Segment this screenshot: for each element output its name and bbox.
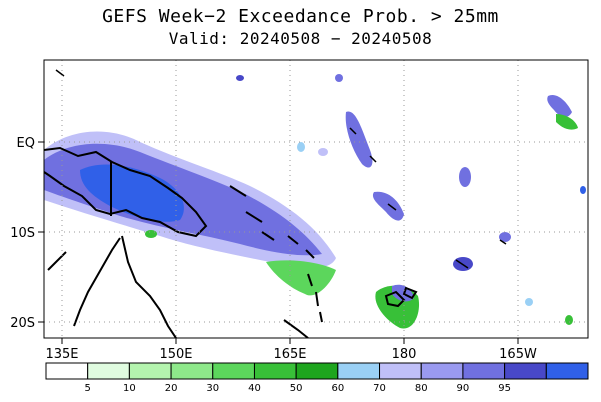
colorbar-label: 40 [248,383,261,394]
coastlines [44,69,507,338]
colorbar-label: 70 [373,383,386,394]
coastline-vanuatu [307,273,323,323]
lon-label-180: 180 [392,347,417,362]
prob-spot-1 [459,167,471,187]
lon-label-150e: 150E [159,347,192,362]
prob-region-ne [547,94,572,118]
lon-label-135e: 135E [45,347,78,362]
colorbar-label: 80 [415,383,428,394]
colorbar-swatch [87,362,130,380]
colorbar-label: 30 [206,383,219,394]
lon-label-165w: 165W [499,347,537,362]
lon-label-165e: 165E [273,347,306,362]
prob-spot-5 [318,148,328,156]
colorbar-swatch [545,362,589,380]
coastline-solomons [229,185,315,259]
prob-spot-9 [525,298,533,306]
colorbar-swatch [45,362,89,380]
colorbar-swatch [504,362,547,380]
map-title: GEFS Week−2 Exceedance Prob. > 25mm [102,6,499,27]
grid-lines [44,60,588,338]
coastline-new-guinea [44,146,208,238]
colorbar-label: 50 [290,383,303,394]
colorbar-label: 90 [457,383,470,394]
map-subtitle: Valid: 20240508 − 20240508 [168,29,433,48]
colorbar-swatch [128,362,172,380]
colorbar-swatch [295,362,339,380]
colorbar-swatch [337,362,381,380]
coastline-australia [47,235,177,338]
colorbar-label: 10 [123,383,136,394]
coastline-fiji [384,286,418,308]
colorbar-label: 60 [331,383,344,394]
colorbar-swatch [420,362,464,380]
lat-label-20s: 20S [10,316,35,331]
colorbar: 5 10 20 30 40 50 60 70 80 90 95 [45,362,589,394]
prob-spot-11 [145,230,157,238]
prob-region-east2 [372,191,404,221]
lat-label-10s: 10S [10,226,35,241]
prob-spot-7 [236,75,244,81]
colorbar-swatch [379,362,422,380]
prob-spot-10 [565,315,573,325]
prob-spot-4 [297,142,305,152]
colorbar-swatch [212,362,255,380]
prob-spot-3 [499,232,511,242]
prob-region-green-south [266,260,336,296]
colorbar-label: 5 [85,383,91,394]
prob-region-east [345,111,373,168]
colorbar-label: 20 [165,383,178,394]
tick-marks [38,141,519,344]
prob-region-ne-green [556,114,578,130]
map-frame [43,59,589,339]
lat-label-eq: EQ [17,136,35,151]
colorbar-label: 95 [498,383,511,394]
coastline-islands [55,69,507,269]
colorbar-swatch [170,362,214,380]
colorbar-swatch [462,362,506,380]
colorbar-swatch [253,362,297,380]
prob-spot-6 [335,74,343,82]
prob-region-main-peak [80,164,184,222]
prob-spot-8 [580,186,586,194]
probability-fields [44,69,586,338]
coastline-new-caledonia [283,319,309,338]
